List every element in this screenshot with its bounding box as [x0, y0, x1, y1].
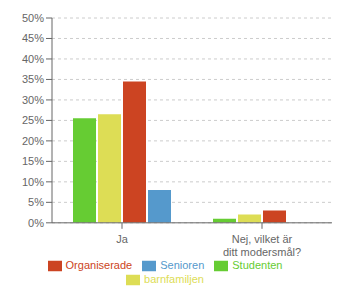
svg-text:15%: 15%: [22, 155, 44, 167]
svg-text:0%: 0%: [28, 217, 44, 229]
html-text:Studenten: Studenten: [232, 258, 283, 271]
svg-text:Nej, vilket ärditt modersmål?: Nej, vilket ärditt modersmål?: [223, 233, 301, 258]
html-text:Organiserade: Organiserade: [65, 258, 133, 271]
svg-text:25%: 25%: [22, 114, 44, 126]
svg-text:10%: 10%: [22, 176, 44, 188]
svg-text:20%: 20%: [22, 135, 44, 147]
svg-text:40%: 40%: [22, 53, 44, 65]
html-text:Senioren: Senioren: [160, 258, 205, 271]
html-text:barnfamiljen: barnfamiljen: [144, 272, 204, 285]
svg-text:50%: 50%: [22, 12, 44, 24]
svg-text:45%: 45%: [22, 32, 44, 44]
svg-text:Ja: Ja: [116, 233, 129, 245]
svg-text:35%: 35%: [22, 73, 44, 85]
svg-text:30%: 30%: [22, 94, 44, 106]
svg-text:5%: 5%: [28, 196, 44, 208]
